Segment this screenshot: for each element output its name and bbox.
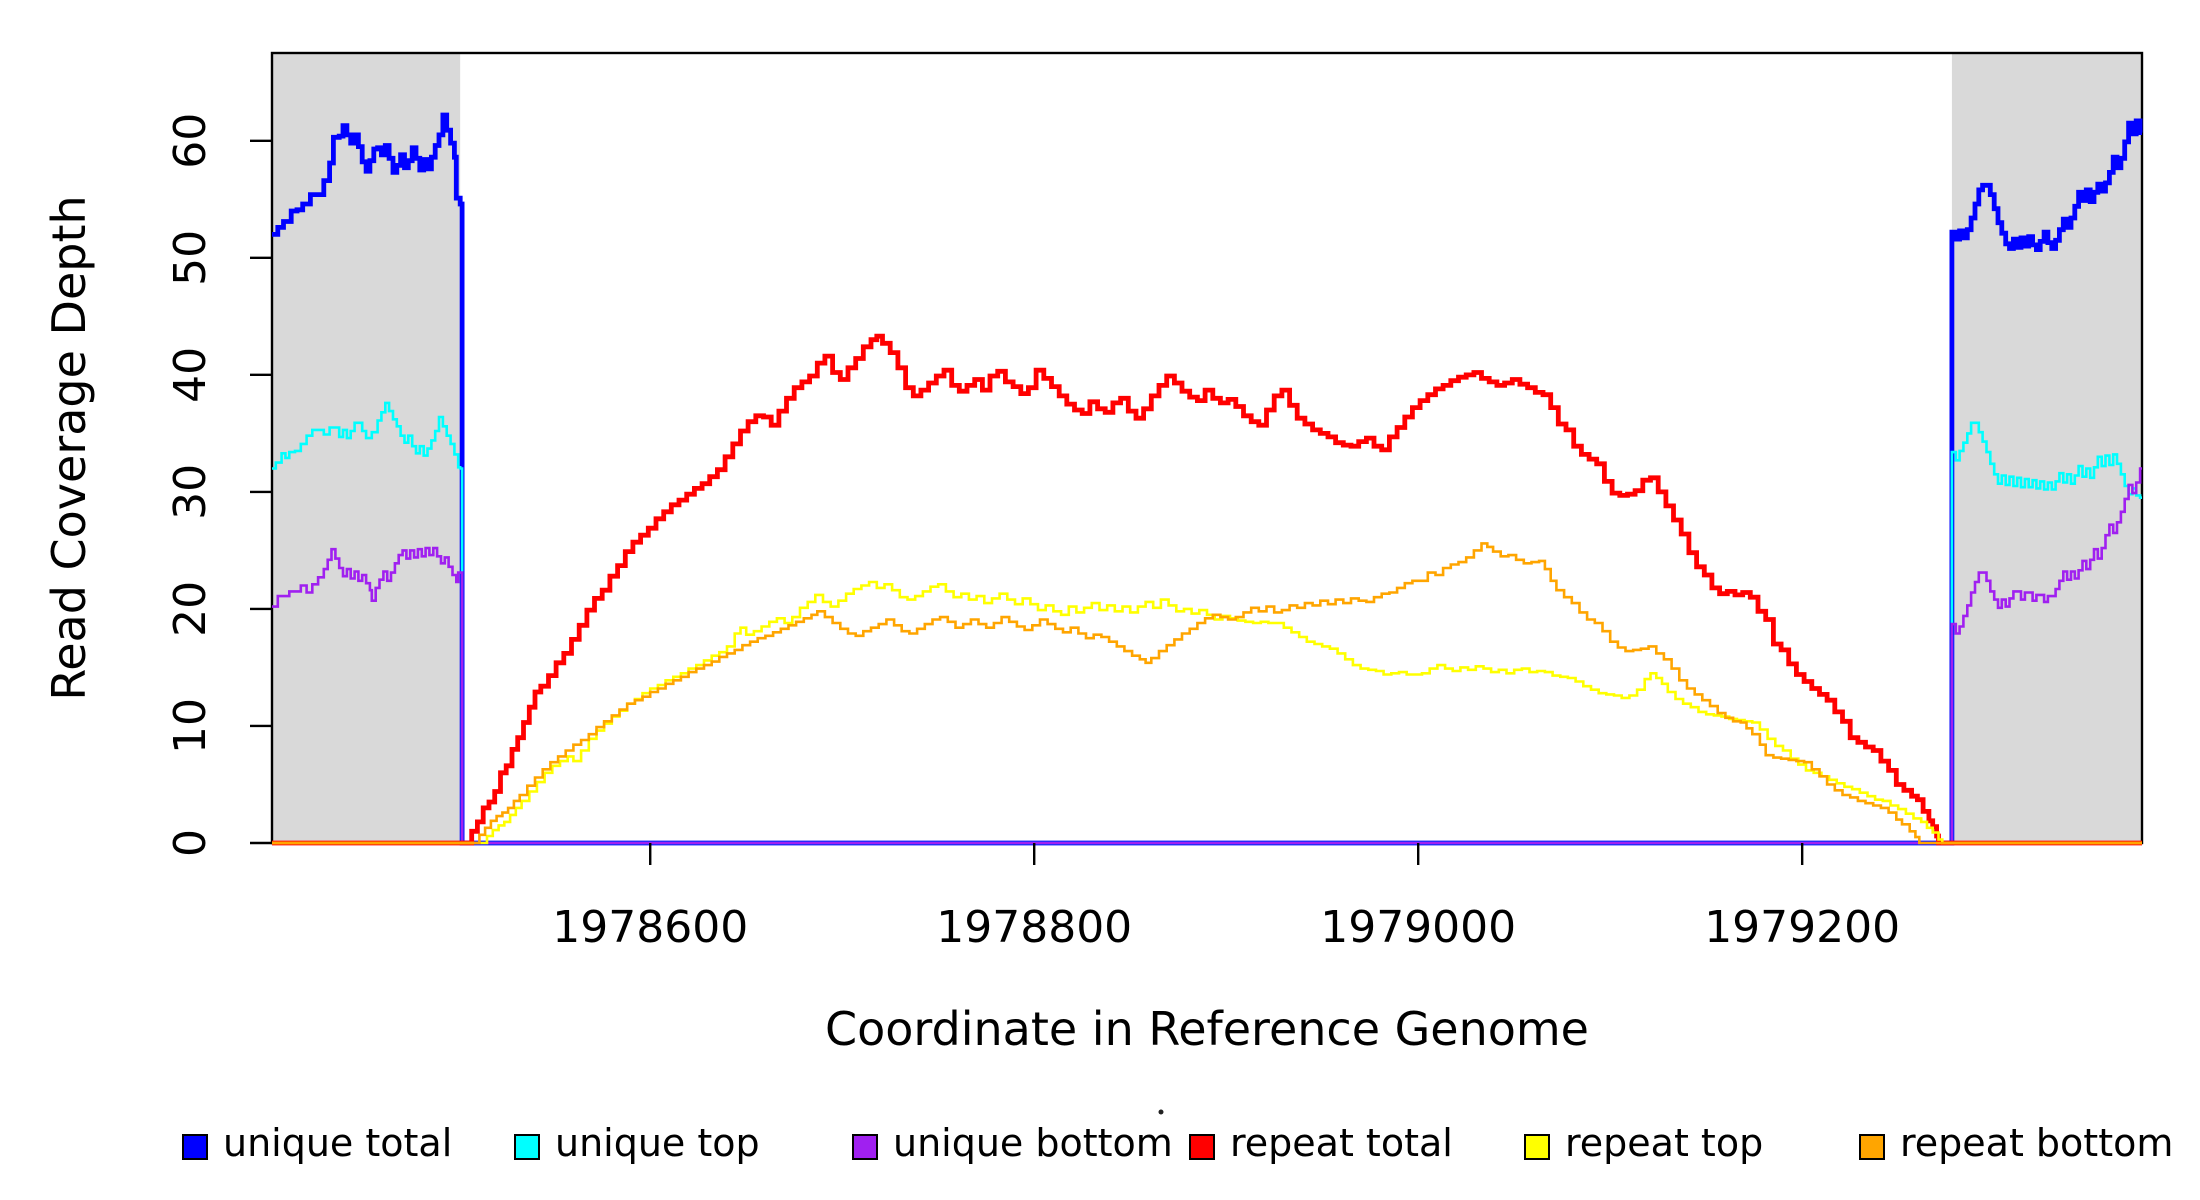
unique-total-line (272, 112, 2143, 846)
y-tick-label: 0 (165, 829, 216, 857)
legend-swatch-repeat-top (1524, 1134, 1550, 1160)
x-tick-label: 1979000 (1320, 902, 1516, 953)
legend-swatch-repeat-bottom (1859, 1134, 1885, 1160)
legend-swatch-unique-total (182, 1134, 208, 1160)
legend-swatch-repeat-total (1189, 1134, 1215, 1160)
x-axis-title: Coordinate in Reference Genome (825, 1002, 1589, 1056)
y-tick-label: 60 (165, 113, 216, 169)
repeat-top-line (272, 580, 2142, 845)
legend-label-unique-bottom: unique bottom (893, 1121, 1173, 1165)
legend-label-unique-top: unique top (555, 1121, 760, 1165)
legend-label-unique-total: unique total (223, 1121, 452, 1165)
unique-bottom-line (272, 467, 2142, 845)
y-tick-label: 50 (165, 230, 216, 286)
x-tick-label: 1979200 (1704, 902, 1900, 953)
repeat-total-line (272, 333, 2142, 846)
x-tick-label: 1978800 (936, 902, 1132, 953)
unique-top-line (272, 401, 2142, 845)
stray-dot-artifact (1158, 1109, 1164, 1115)
y-tick-label: 20 (165, 581, 216, 637)
legend-label-repeat-total: repeat total (1230, 1121, 1453, 1165)
legend-swatch-unique-top (514, 1134, 540, 1160)
repeat-bottom-line (272, 542, 2142, 845)
legend-label-repeat-bottom: repeat bottom (1900, 1121, 2173, 1165)
y-tick-label: 40 (165, 347, 216, 403)
legend-swatch-unique-bottom (852, 1134, 878, 1160)
x-tick-label: 1978600 (552, 902, 748, 953)
y-axis-title: Read Coverage Depth (42, 195, 96, 700)
legend-label-repeat-top: repeat top (1565, 1121, 1763, 1165)
y-tick-label: 30 (165, 464, 216, 520)
y-tick-label: 10 (165, 698, 216, 754)
